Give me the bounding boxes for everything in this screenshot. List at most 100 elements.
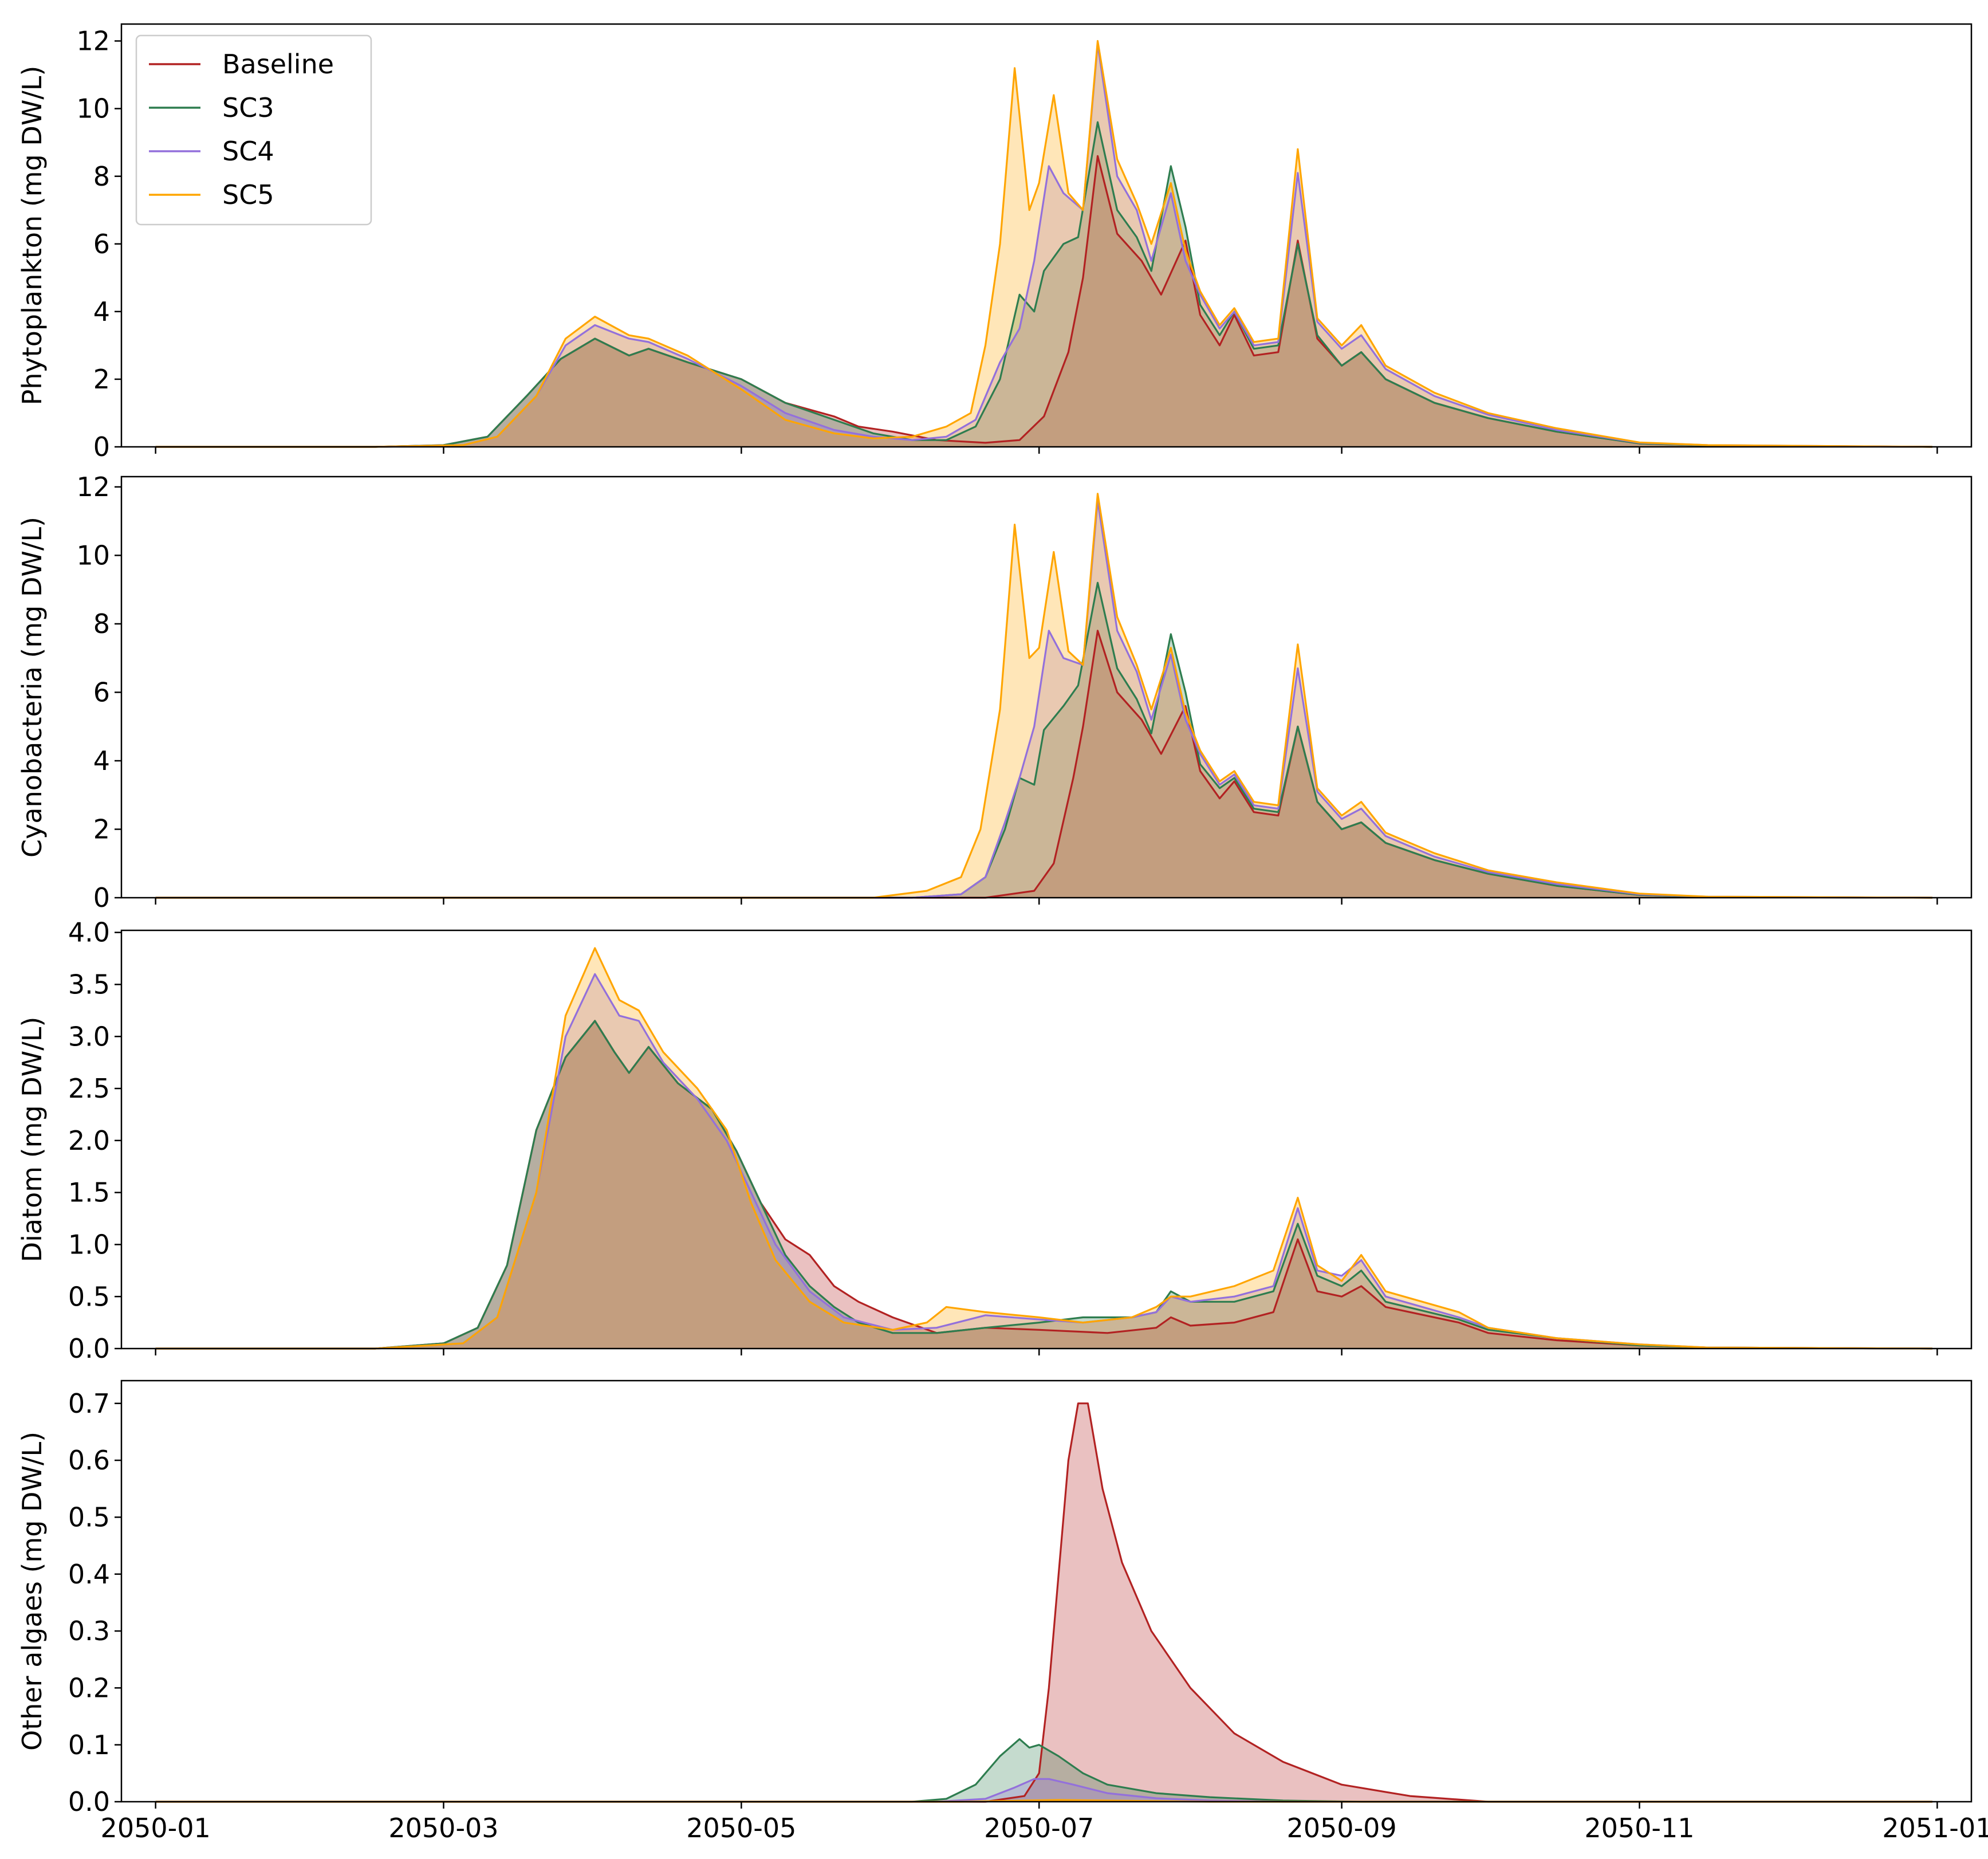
area-fills — [155, 493, 1932, 898]
area-sc3 — [155, 1739, 1932, 1802]
y-axis-label: Diatom (mg DW/L) — [17, 1017, 48, 1263]
y-tick-label: 0.0 — [68, 1333, 110, 1364]
x-ticks: 2050-01 2050-03 2050-05 2050-07 2050-09 2050-… — [101, 1802, 1988, 1844]
series-lines — [155, 40, 1932, 448]
y-tick-label: 0.3 — [68, 1616, 110, 1646]
y-tick-label: 1.5 — [68, 1177, 110, 1208]
line-baseline — [155, 1402, 1932, 1803]
series-lines — [155, 493, 1932, 899]
y-tick-label: 0.4 — [68, 1559, 110, 1590]
legend: Baseline SC3 SC4 SC5 — [135, 34, 372, 226]
x-ticks — [155, 447, 1938, 454]
y-tick-label: 3.5 — [68, 969, 110, 1000]
area-sc3 — [155, 1021, 1932, 1349]
area-sc4 — [155, 44, 1932, 447]
y-tick-label: 4 — [93, 745, 110, 776]
y-tick-label: 4.0 — [68, 917, 110, 948]
panel-phytoplankton: 0 2 4 6 8 10 12 Phytoplankton (mg DW/L) — [17, 23, 1973, 462]
y-tick-label: 2 — [93, 814, 110, 845]
area-fills — [155, 41, 1932, 447]
y-tick-label: 2.5 — [68, 1073, 110, 1104]
y-ticks: 0.0 0.1 0.2 0.3 0.4 0.5 0.6 0.7 — [68, 1388, 121, 1817]
legend-label: SC3 — [222, 92, 274, 123]
legend-label: SC5 — [222, 179, 274, 210]
y-tick-label: 2 — [93, 364, 110, 395]
y-tick-label: 0.2 — [68, 1672, 110, 1703]
legend-label: Baseline — [222, 49, 334, 80]
y-tick-label: 10 — [76, 540, 110, 571]
y-tick-label: 8 — [93, 161, 110, 192]
line-sc4 — [155, 500, 1932, 899]
legend-label: SC4 — [222, 136, 274, 167]
axes-frame — [120, 929, 1973, 1350]
legend-entry-sc5: SC5 — [149, 179, 274, 210]
area-sc5 — [155, 493, 1932, 898]
x-tick-label: 2050-03 — [388, 1813, 498, 1844]
line-sc5 — [155, 40, 1932, 448]
y-tick-label: 6 — [93, 229, 110, 260]
area-sc4 — [155, 1779, 1932, 1802]
y-axis-label: Phytoplankton (mg DW/L) — [17, 66, 48, 406]
x-ticks — [155, 898, 1938, 905]
line-sc5 — [155, 947, 1932, 1350]
y-axis-label: Cyanobacteria (mg DW/L) — [17, 517, 48, 858]
axes-frame — [120, 23, 1973, 448]
y-axis-label: Other algaes (mg DW/L) — [17, 1432, 48, 1751]
y-ticks: 0 2 4 6 8 10 12 — [76, 471, 121, 913]
x-tick-label: 2050-01 — [101, 1813, 211, 1844]
x-tick-label: 2050-07 — [984, 1813, 1094, 1844]
y-tick-label: 0.0 — [68, 1786, 110, 1817]
y-tick-label: 12 — [76, 471, 110, 502]
y-tick-label: 0.7 — [68, 1388, 110, 1419]
x-tick-label: 2050-11 — [1584, 1813, 1694, 1844]
legend-entry-sc3: SC3 — [149, 92, 274, 123]
area-fills — [155, 948, 1932, 1349]
line-sc5 — [155, 493, 1932, 899]
area-sc4 — [155, 974, 1932, 1349]
line-sc3 — [155, 1020, 1932, 1350]
area-baseline — [155, 156, 1932, 447]
y-tick-label: 4 — [93, 296, 110, 327]
y-tick-label: 0.5 — [68, 1502, 110, 1532]
y-tick-label: 8 — [93, 608, 110, 639]
panel-diatom: 0.0 0.5 1.0 1.5 2.0 2.5 3.0 3.5 4.0 Diatom (mg DW… — [17, 917, 1973, 1364]
y-ticks: 0.0 0.5 1.0 1.5 2.0 2.5 3.0 3.5 4.0 — [68, 917, 121, 1364]
y-tick-label: 0.5 — [68, 1281, 110, 1312]
y-tick-label: 12 — [76, 26, 110, 57]
area-baseline — [155, 1021, 1932, 1349]
x-ticks — [155, 1349, 1938, 1355]
line-sc4 — [155, 1778, 1932, 1803]
y-tick-label: 0.6 — [68, 1445, 110, 1476]
y-tick-label: 2.0 — [68, 1125, 110, 1156]
legend-box — [135, 34, 372, 226]
x-tick-label: 2050-05 — [686, 1813, 796, 1844]
line-sc3 — [155, 1738, 1932, 1803]
series-lines — [155, 947, 1932, 1350]
panel-cyanobacteria: 0 2 4 6 8 10 12 Cyanobacteria (mg DW/L) — [17, 471, 1973, 913]
y-tick-label: 6 — [93, 677, 110, 708]
axes-frame — [120, 1379, 1973, 1803]
y-tick-label: 0 — [93, 882, 110, 913]
y-tick-label: 0.1 — [68, 1730, 110, 1760]
y-tick-label: 1.0 — [68, 1229, 110, 1260]
legend-entry-sc4: SC4 — [149, 136, 274, 167]
y-tick-label: 3.0 — [68, 1021, 110, 1052]
y-tick-label: 0 — [93, 431, 110, 462]
area-sc5 — [155, 41, 1932, 447]
area-sc3 — [155, 122, 1932, 447]
area-sc3 — [155, 583, 1932, 898]
area-sc4 — [155, 500, 1932, 898]
area-sc5 — [155, 948, 1932, 1349]
x-tick-label: 2051-01 — [1882, 1813, 1988, 1844]
legend-entry-baseline: Baseline — [149, 49, 334, 80]
subplot-panels: 0 2 4 6 8 10 12 Phytoplankton (mg DW/L) 0 2 4 6 8 10 1… — [17, 23, 1988, 1844]
y-ticks: 0 2 4 6 8 10 12 — [76, 26, 121, 462]
x-tick-label: 2050-09 — [1287, 1813, 1397, 1844]
line-sc3 — [155, 121, 1932, 448]
axes-frame — [120, 475, 1973, 899]
line-sc4 — [155, 973, 1932, 1350]
line-sc3 — [155, 581, 1932, 899]
